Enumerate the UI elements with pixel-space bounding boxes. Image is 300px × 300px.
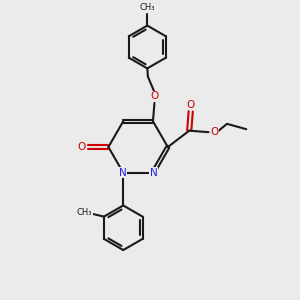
- Text: O: O: [210, 127, 219, 137]
- Text: O: O: [77, 142, 85, 152]
- Text: N: N: [119, 168, 127, 178]
- Text: N: N: [150, 168, 158, 178]
- Text: O: O: [187, 100, 195, 110]
- Text: CH₃: CH₃: [140, 3, 155, 12]
- Text: O: O: [150, 91, 159, 101]
- Text: CH₃: CH₃: [77, 208, 92, 217]
